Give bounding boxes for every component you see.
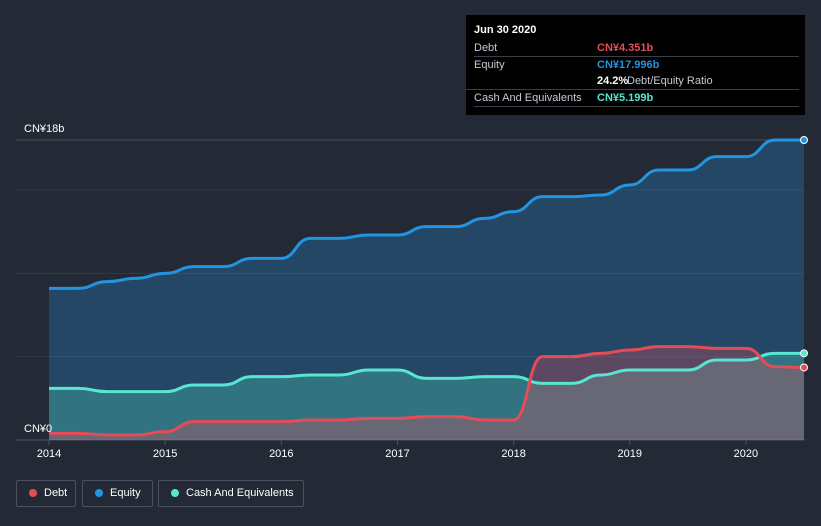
tooltip-debt-value: CN¥4.351b xyxy=(597,42,654,54)
x-tick-label-2015: 2015 xyxy=(153,448,177,460)
tooltip-equity-value: CN¥17.996b xyxy=(597,59,660,71)
cash-and-equivalents-area xyxy=(49,353,804,440)
tooltip-debt-label: Debt xyxy=(474,42,498,54)
legend-equity[interactable]: Equity xyxy=(82,480,153,507)
debt-endpoint xyxy=(800,363,808,372)
equity-endpoint xyxy=(800,136,808,144)
tooltip-cash-row: Cash And Equivalents CN¥5.199b xyxy=(474,90,799,107)
tooltip-ratio-row: 24.2% Debt/Equity Ratio xyxy=(466,73,799,90)
chart-tooltip: Jun 30 2020 Debt CN¥4.351b Equity CN¥17.… xyxy=(466,15,805,115)
debt-area xyxy=(49,346,804,440)
cash-and-equivalents-line xyxy=(49,351,805,394)
x-tick-label-2019: 2019 xyxy=(618,448,642,460)
legend-equity-label: Equity xyxy=(110,487,141,499)
tooltip-ratio-value: 24.2% xyxy=(597,75,629,87)
tooltip-equity-label: Equity xyxy=(474,59,505,71)
x-tick-label-2016: 2016 xyxy=(269,448,293,460)
gridlines xyxy=(16,139,805,441)
tooltip-equity-row: Equity CN¥17.996b xyxy=(474,57,799,73)
legend-cash-label: Cash And Equivalents xyxy=(186,487,294,499)
series-areas xyxy=(49,140,804,440)
y-axis-bottom-label: CN¥0 xyxy=(24,423,52,435)
tooltip-cash-value: CN¥5.199b xyxy=(597,92,654,104)
x-tick-label-2018: 2018 xyxy=(501,448,525,460)
legend-cash[interactable]: Cash And Equivalents xyxy=(158,480,304,507)
legend-equity-dot xyxy=(95,489,103,497)
equity-line xyxy=(48,138,804,290)
x-axis-ticks: 2014 2015 2016 2017 2018 2019 2020 xyxy=(37,440,758,460)
equity-area xyxy=(49,140,804,440)
legend-debt-dot xyxy=(29,489,37,497)
series-lines xyxy=(48,138,805,437)
legend-debt[interactable]: Debt xyxy=(16,480,76,507)
debt-line xyxy=(49,345,805,437)
tooltip-ratio-label: Debt/Equity Ratio xyxy=(627,75,713,87)
y-axis-top-label: CN¥18b xyxy=(24,123,64,135)
tooltip-cash-label: Cash And Equivalents xyxy=(474,92,582,104)
x-tick-label-2014: 2014 xyxy=(37,448,61,460)
x-tick-label-2020: 2020 xyxy=(734,448,758,460)
tooltip-date: Jun 30 2020 xyxy=(474,24,537,36)
legend-cash-dot xyxy=(171,489,179,497)
cash-and-equivalents-endpoint xyxy=(800,349,808,358)
x-tick-label-2017: 2017 xyxy=(385,448,409,460)
series-endpoints xyxy=(800,136,808,372)
tooltip-debt-row: Debt CN¥4.351b xyxy=(474,40,799,57)
legend-debt-label: Debt xyxy=(44,487,68,499)
